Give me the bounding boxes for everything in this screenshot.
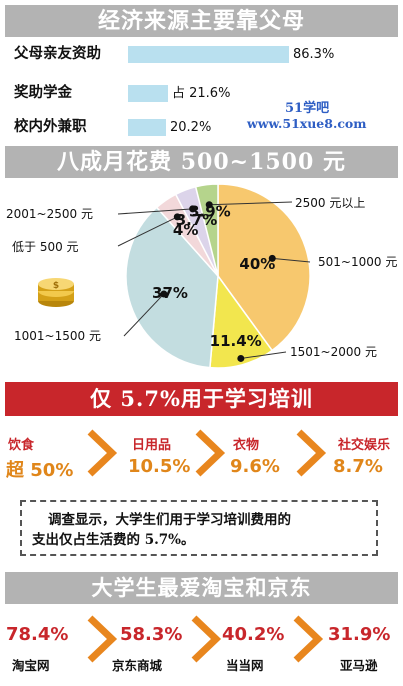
note-line: 调查显示，大学生们用于学习培训费用的 [48,512,291,528]
pie-percent-label: 3.7% [176,211,218,229]
shop-name: 淘宝网 [12,658,50,673]
pie-leader-dot [268,254,276,262]
pie-leader-dot [189,205,197,213]
pie-category-label: 1501~2000 元 [290,345,377,359]
chevron-right-icon [296,429,327,477]
pie-category-label: 2001~2500 元 [6,207,93,221]
pie-category-label: 2500 元以上 [295,196,365,210]
pie-leader-line [272,257,311,263]
section-title-monthly-spend: 八成月花费 500~1500 元 [5,146,398,178]
svg-text:$: $ [53,281,59,291]
income-bar [128,119,166,136]
watermark-name: 51学吧 [285,101,330,116]
pie-leader-line [240,351,287,359]
chevron-right-icon [191,615,222,663]
pie-percent-label: 40% [239,255,275,273]
pie-leader-dot [237,354,245,362]
pie-percent-label: 3.9% [189,202,231,220]
survey-note: 调查显示，大学生们用于学习培训费用的 支出仅占生活费的 5.7%。 [20,500,378,556]
pie-slice [194,183,219,277]
income-label: 校内外兼职 [14,119,87,135]
pie-percent-label: 37% [152,284,188,302]
income-value: 86.3% [293,47,335,62]
pie-leader-dot [205,201,213,209]
spend-category: 日用品 [132,438,172,453]
pie-leader-line [117,208,193,215]
income-label: 奖助学金 [14,85,72,101]
income-row: 奖助学金 占 21.6% [0,81,403,105]
section-title-study-share: 仅 5.7%用于学习培训 [5,382,398,416]
chevron-right-icon [87,429,118,477]
spend-value: 10.5% [128,456,191,477]
shop-value: 58.3% [120,624,183,645]
income-bar [128,85,168,102]
pie-category-label: 低于 500 元 [12,240,79,254]
income-label: 父母亲友资助 [14,46,101,62]
monthly-spend-pie-chart: 40% 11.4% 37% 4%3.7%3.9% 501~1000 元 1501~2000… [6,183,397,369]
section-title-income: 经济来源主要靠父母 [5,5,398,37]
pie-leader-dot [173,213,181,221]
spend-category: 衣物 [233,438,260,453]
shop-value: 78.4% [6,624,69,645]
income-row: 父母亲友资助 86.3% [0,42,403,66]
pie-percent-label: 11.4% [210,332,262,350]
income-bar [128,46,289,63]
pie-slice [217,183,311,352]
pie-slice [209,273,274,369]
pie-slice [125,206,219,369]
pie-leader-line [123,293,165,337]
pie-percent-label: 4% [173,221,198,239]
shop-value: 31.9% [328,624,391,645]
note-line: 支出仅占生活费的 5.7%。 [32,532,195,548]
shop-name: 当当网 [226,658,264,673]
pie-category-label: 1001~1500 元 [14,329,101,343]
shop-name: 京东商城 [112,658,163,673]
chevron-right-icon [87,615,118,663]
pie-category-label: 501~1000 元 [318,255,397,269]
income-row: 校内外兼职 20.2% [0,115,403,139]
pie-leader-dot [160,290,168,298]
shop-value: 40.2% [222,624,285,645]
spend-category: 饮食 [8,438,35,453]
shop-name: 亚马逊 [340,658,378,673]
spend-category: 社交娱乐 [338,438,391,453]
income-value: 20.2% [170,120,212,135]
section-title-shopping: 大学生最爱淘宝和京东 [5,572,398,604]
watermark-url: www.51xue8.com [247,116,367,131]
income-value: 占 21.6% [172,86,231,101]
spend-value: 9.6% [230,456,280,477]
chevron-right-icon [293,615,324,663]
spend-value: 超 50% [6,460,74,481]
coins-icon: $ [38,278,74,307]
pie-leader-line [117,216,178,247]
pie-leader-line [209,201,293,206]
spend-value: 8.7% [333,456,383,477]
chevron-right-icon [195,429,226,477]
